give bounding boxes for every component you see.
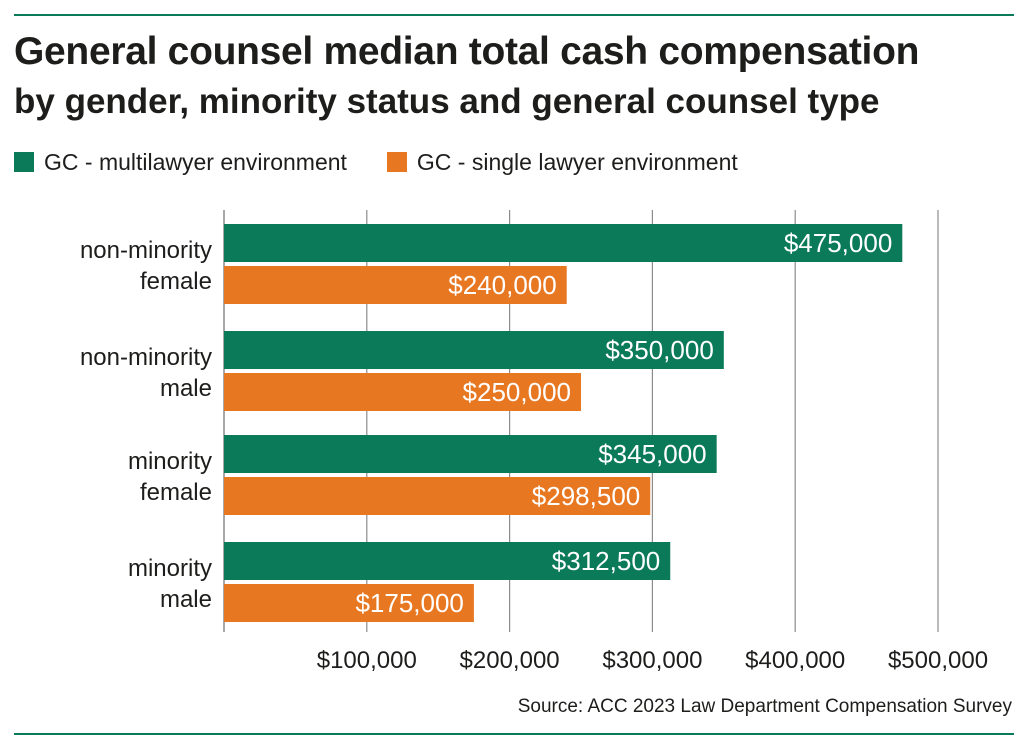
data-label-single-lawyer-0: $240,000 — [448, 270, 556, 300]
x-tick-label-4: $500,000 — [888, 647, 988, 674]
x-tick-label-1: $200,000 — [460, 647, 560, 674]
bar-single-lawyer-3 — [224, 584, 474, 622]
chart-subtitle: by gender, minority status and general c… — [14, 82, 880, 121]
data-label-multilawyer-0: $475,000 — [784, 228, 892, 258]
category-label-2-0: minority — [128, 448, 212, 475]
category-label-1-0: non-minority — [80, 344, 212, 371]
bar-multilawyer-2 — [224, 435, 717, 473]
bar-multilawyer-0 — [224, 224, 903, 262]
category-label-0-1: female — [140, 268, 212, 295]
data-label-single-lawyer-2: $298,500 — [532, 481, 640, 511]
legend: GC - multilawyer environment GC - single… — [14, 148, 778, 176]
x-tick-label-3: $400,000 — [745, 647, 845, 674]
bar-chart: $100,000 $200,000 $300,000 $400,000 $500,000… — [80, 210, 988, 674]
legend-swatch-single-lawyer — [386, 152, 407, 172]
x-tick-label-0: $100,000 — [317, 647, 417, 674]
bar-single-lawyer-1 — [224, 373, 581, 411]
category-label-0-0: non-minority — [80, 237, 212, 264]
data-label-single-lawyer-3: $175,000 — [355, 588, 463, 618]
chart-title: General counsel median total cash compen… — [14, 30, 920, 73]
bar-single-lawyer-2 — [224, 477, 651, 515]
category-label-2-1: female — [140, 479, 212, 506]
data-label-multilawyer-1: $350,000 — [605, 335, 713, 365]
category-label-3-0: minority — [128, 555, 212, 582]
x-tick-label-2: $300,000 — [602, 647, 702, 674]
category-label-1-1: male — [160, 375, 212, 402]
data-label-multilawyer-3: $312,500 — [552, 546, 660, 576]
top-rule — [14, 14, 1014, 16]
bottom-rule — [14, 733, 1014, 735]
bar-single-lawyer-0 — [224, 266, 567, 304]
data-label-single-lawyer-1: $250,000 — [463, 377, 571, 407]
bar-multilawyer-1 — [224, 331, 724, 369]
bar-multilawyer-3 — [224, 542, 671, 580]
legend-label-multilawyer: GC - multilawyer environment — [44, 148, 347, 175]
source-note: Source: ACC 2023 Law Department Compensa… — [517, 696, 1012, 717]
data-label-multilawyer-2: $345,000 — [598, 439, 706, 469]
legend-swatch-multilawyer — [14, 152, 34, 172]
category-label-3-1: male — [160, 586, 212, 613]
legend-item-single-lawyer: GC - single lawyer environment — [386, 148, 738, 176]
legend-label-single-lawyer: GC - single lawyer environment — [416, 148, 738, 175]
legend-item-multilawyer: GC - multilawyer environment — [14, 149, 347, 176]
